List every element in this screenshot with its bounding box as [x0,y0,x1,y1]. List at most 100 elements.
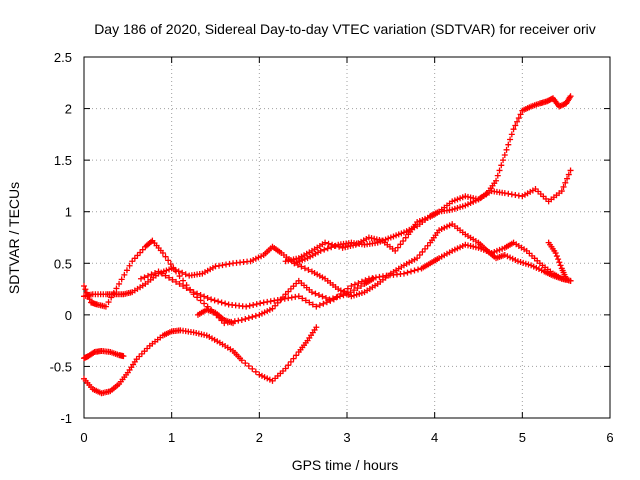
data-point [162,272,169,279]
y-axis-label: SDTVAR / TECUs [6,182,22,294]
data-point [190,289,197,296]
data-point [249,365,256,372]
x-tick-label: 0 [80,430,87,445]
data-point [351,281,358,288]
data-point [354,285,361,292]
data-point [162,253,169,260]
data-point [155,268,162,275]
data-point [282,365,289,372]
data-point [313,303,320,310]
data-point [424,242,431,249]
data-point [330,296,337,303]
data-point [172,266,179,273]
series-trace-7 [137,239,574,310]
data-point [553,253,560,260]
data-point [563,275,570,282]
data-point [508,131,515,138]
data-point [341,288,348,295]
y-tick-label: 2 [65,102,72,117]
data-point [501,151,508,158]
y-tick-label: 0.5 [54,256,72,271]
data-point [243,303,250,310]
data-point [169,276,176,283]
data-point [175,268,182,275]
data-point [494,172,501,179]
y-tick-label: -0.5 [50,359,72,374]
data-point [555,256,562,263]
data-point [355,280,362,287]
chart-title: Day 186 of 2020, Sidereal Day-to-day VTE… [94,21,596,37]
data-point [81,282,87,289]
data-point [358,278,365,285]
data-point [194,290,201,297]
data-point [414,255,421,262]
data-point [329,241,336,248]
axes-layer: 0 1 2 3 4 5 6 -1 -0.5 0 0.5 1 1.5 2 2.5 [50,50,614,445]
data-point [305,266,312,273]
x-tick-label: 2 [256,430,263,445]
data-point [306,299,313,306]
data-point [230,320,237,327]
data-point [197,297,204,304]
data-point [392,247,399,254]
data-point [294,261,301,268]
data-point [113,285,120,292]
data-point [558,188,565,195]
data-point [204,294,211,301]
data-point [152,269,159,276]
data-point [252,312,259,319]
data-point [507,136,514,143]
data-point [215,298,222,305]
data-point [238,317,245,324]
data-point [313,324,320,331]
data-point [309,301,316,308]
series-trace-3 [81,237,377,327]
data-point [419,248,426,255]
data-point [176,280,183,287]
data-point [257,300,264,307]
x-tick-label: 3 [343,430,350,445]
data-point [496,167,503,174]
data-point [242,360,249,367]
y-tick-label: 1 [65,205,72,220]
data-point [173,278,180,285]
data-point [517,111,524,118]
data-point [141,274,148,281]
data-point [295,293,302,300]
data-point [400,238,407,245]
data-point [562,179,569,186]
data-point [565,171,572,178]
data-point [211,297,218,304]
x-tick-label: 6 [606,430,613,445]
data-point [246,302,253,309]
data-point [493,177,500,184]
data-point [123,267,130,274]
data-point [514,118,521,125]
x-axis-label: GPS time / hours [292,457,399,473]
data-point [118,276,125,283]
data-point [416,252,423,259]
data-point [183,285,190,292]
x-tick-label: 1 [168,430,175,445]
data-point [179,269,186,276]
data-point [515,115,522,122]
data-point [301,265,308,272]
series-trace-2 [81,324,320,397]
data-point [557,262,564,269]
data-point [167,261,174,268]
data-point [512,122,519,129]
data-point [422,245,429,252]
data-point [503,146,510,153]
data-point [319,293,326,300]
data-point [334,293,341,300]
data-point [500,157,507,164]
data-point [404,269,411,276]
data-point [407,268,414,275]
data-point [394,244,401,251]
data-point [201,293,208,300]
data-point [204,303,211,310]
series-trace-9 [545,239,570,282]
data-point [245,363,252,370]
data-point [253,301,260,308]
